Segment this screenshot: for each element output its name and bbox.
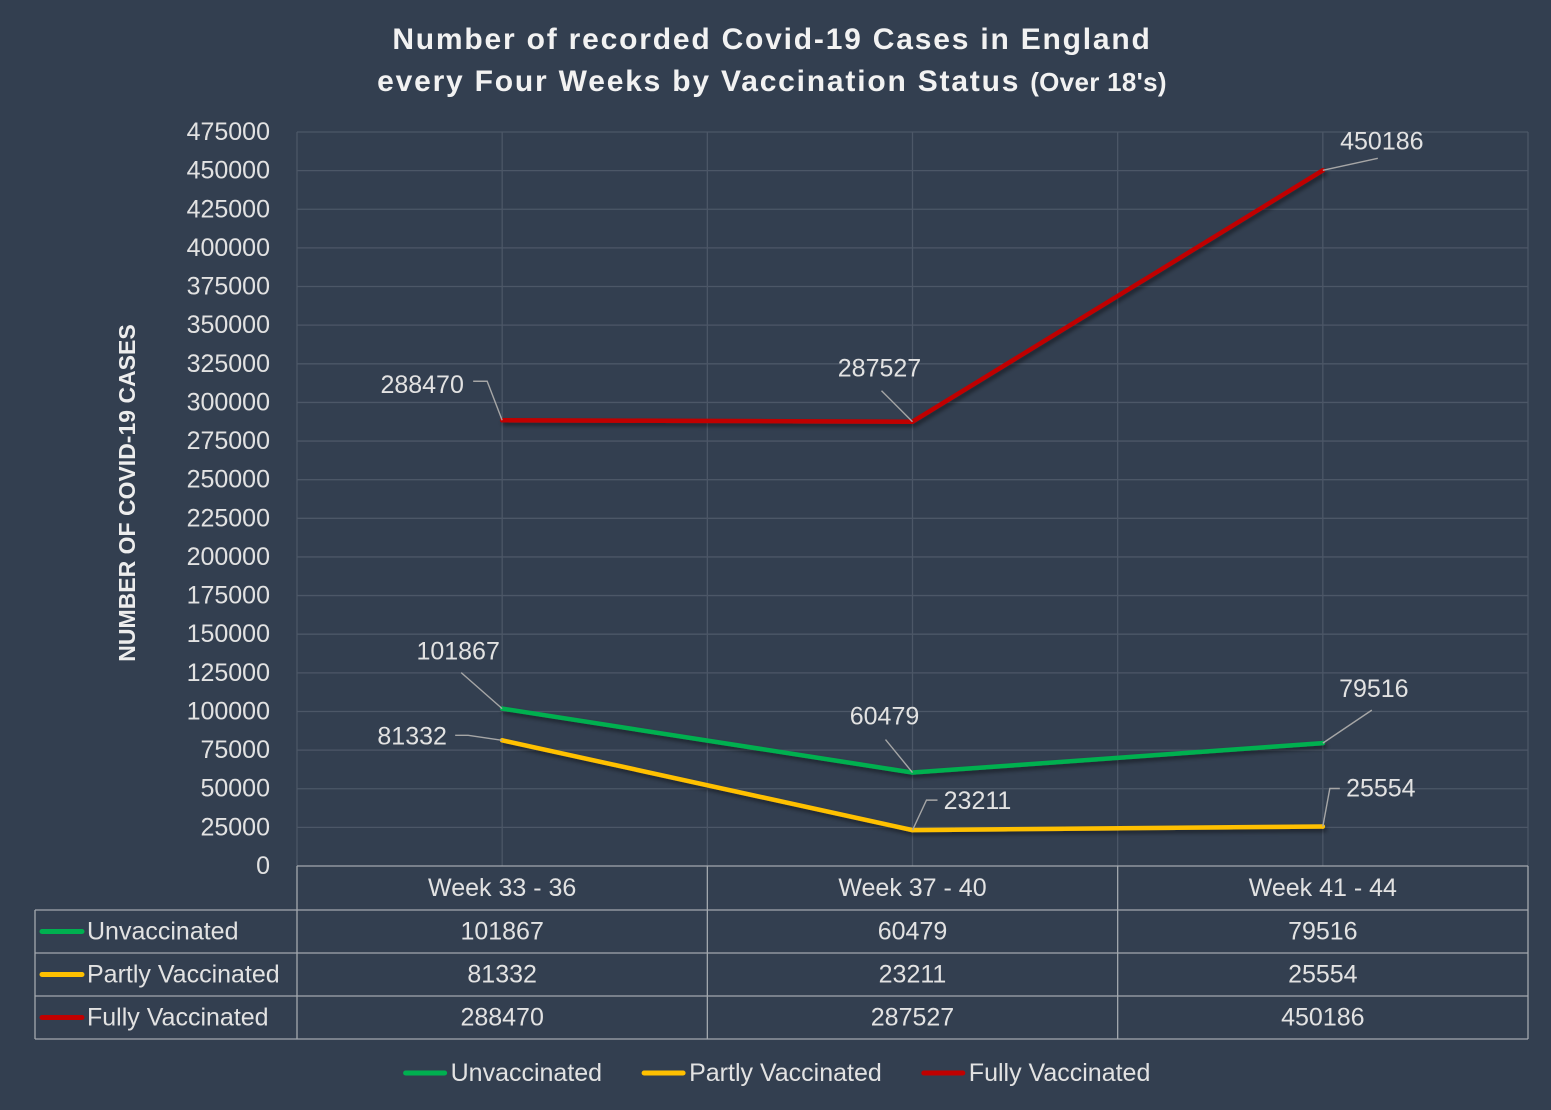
table-row-label: Fully Vaccinated	[87, 1004, 269, 1032]
legend-item-partly-vaccinated: Partly Vaccinated	[641, 1059, 882, 1087]
y-tick-label: 425000	[187, 195, 270, 223]
table-cell: 450186	[1281, 1004, 1364, 1032]
leader-line	[455, 734, 503, 742]
data-label: 60479	[850, 703, 920, 731]
data-label: 23211	[944, 787, 1012, 815]
gridlines	[296, 131, 1529, 866]
y-tick-label: 50000	[200, 775, 270, 803]
y-tick-label: 325000	[187, 350, 270, 378]
table-row: Unvaccinated 101867 60479 79516	[39, 918, 1358, 946]
data-label: 79516	[1339, 675, 1409, 703]
data-label: 287527	[838, 355, 921, 383]
y-axis-title: NUMBER OF COVID-19 CASES	[114, 324, 140, 661]
table-cell: 23211	[879, 961, 947, 989]
y-tick-label: 225000	[187, 504, 270, 532]
leader-line	[911, 799, 938, 831]
table-row: Fully Vaccinated 288470 287527 450186	[39, 1004, 1365, 1032]
y-tick-label: 400000	[187, 234, 270, 262]
leader-line	[1322, 157, 1378, 172]
y-tick-label: 75000	[200, 736, 270, 764]
legend-item-fully-vaccinated: Fully Vaccinated	[921, 1059, 1151, 1087]
table-header-cell: Week 37 - 40	[838, 874, 986, 902]
y-tick-label: 250000	[187, 466, 270, 494]
legend-label: Unvaccinated	[451, 1059, 602, 1087]
y-tick-label: 300000	[187, 388, 270, 416]
leader-line	[884, 739, 914, 773]
y-tick-label: 100000	[187, 697, 270, 725]
table-cell: 79516	[1288, 918, 1358, 946]
table-header-cell: Week 33 - 36	[428, 874, 576, 902]
legend-item-unvaccinated: Unvaccinated	[403, 1059, 602, 1087]
table-row-label: Partly Vaccinated	[87, 961, 280, 989]
y-tick-label: 200000	[187, 543, 270, 571]
data-label: 25554	[1346, 775, 1416, 803]
y-tick-label: 275000	[187, 427, 270, 455]
chart-title-line-2: every Four Weeks by Vaccination Status (O…	[377, 65, 1167, 98]
legend-label: Partly Vaccinated	[689, 1059, 882, 1087]
chart-title-line-1: Number of recorded Covid-19 Cases in Eng…	[392, 23, 1151, 56]
y-tick-label: 350000	[187, 311, 270, 339]
table-cell: 81332	[467, 961, 537, 989]
data-label: 101867	[416, 638, 499, 666]
leader-line	[460, 672, 503, 710]
data-label: 81332	[377, 722, 447, 750]
table-cell: 101867	[460, 918, 543, 946]
y-axis-ticks: 0 25000 50000 75000 100000 125000 150000 175000…	[187, 118, 270, 880]
y-tick-label: 125000	[187, 659, 270, 687]
data-label: 450186	[1340, 127, 1423, 155]
table-header-cell: Week 41 - 44	[1249, 874, 1397, 902]
chart-title-note: (Over 18's)	[1030, 67, 1167, 97]
leader-line	[881, 390, 913, 423]
table-row: Partly Vaccinated 81332 23211 25554	[39, 961, 1358, 989]
y-tick-label: 25000	[200, 813, 270, 841]
y-tick-label: 0	[256, 852, 270, 880]
data-labels: 101867 60479 79516 81332 23211 25554 288470 287…	[377, 127, 1424, 831]
y-tick-label: 150000	[187, 620, 270, 648]
data-label: 288470	[380, 371, 463, 399]
y-tick-label: 175000	[187, 582, 270, 610]
table-cell: 25554	[1288, 961, 1358, 989]
leader-line	[1322, 787, 1340, 827]
leader-line	[1322, 709, 1373, 744]
y-tick-label: 450000	[187, 157, 270, 185]
leader-line	[473, 380, 503, 421]
table-cell: 287527	[871, 1004, 954, 1032]
chart-title-line-2-main: every Four Weeks by Vaccination Status	[377, 65, 1020, 98]
legend: Unvaccinated Partly Vaccinated Fully Vacci…	[403, 1059, 1151, 1087]
table-cell: 288470	[460, 1004, 543, 1032]
y-tick-label: 475000	[187, 118, 270, 146]
table-cell: 60479	[878, 918, 948, 946]
legend-label: Fully Vaccinated	[969, 1059, 1151, 1087]
table-row-label: Unvaccinated	[87, 918, 238, 946]
y-tick-label: 375000	[187, 273, 270, 301]
data-table: Week 33 - 36 Week 37 - 40 Week 41 - 44 Unva…	[34, 865, 1529, 1040]
